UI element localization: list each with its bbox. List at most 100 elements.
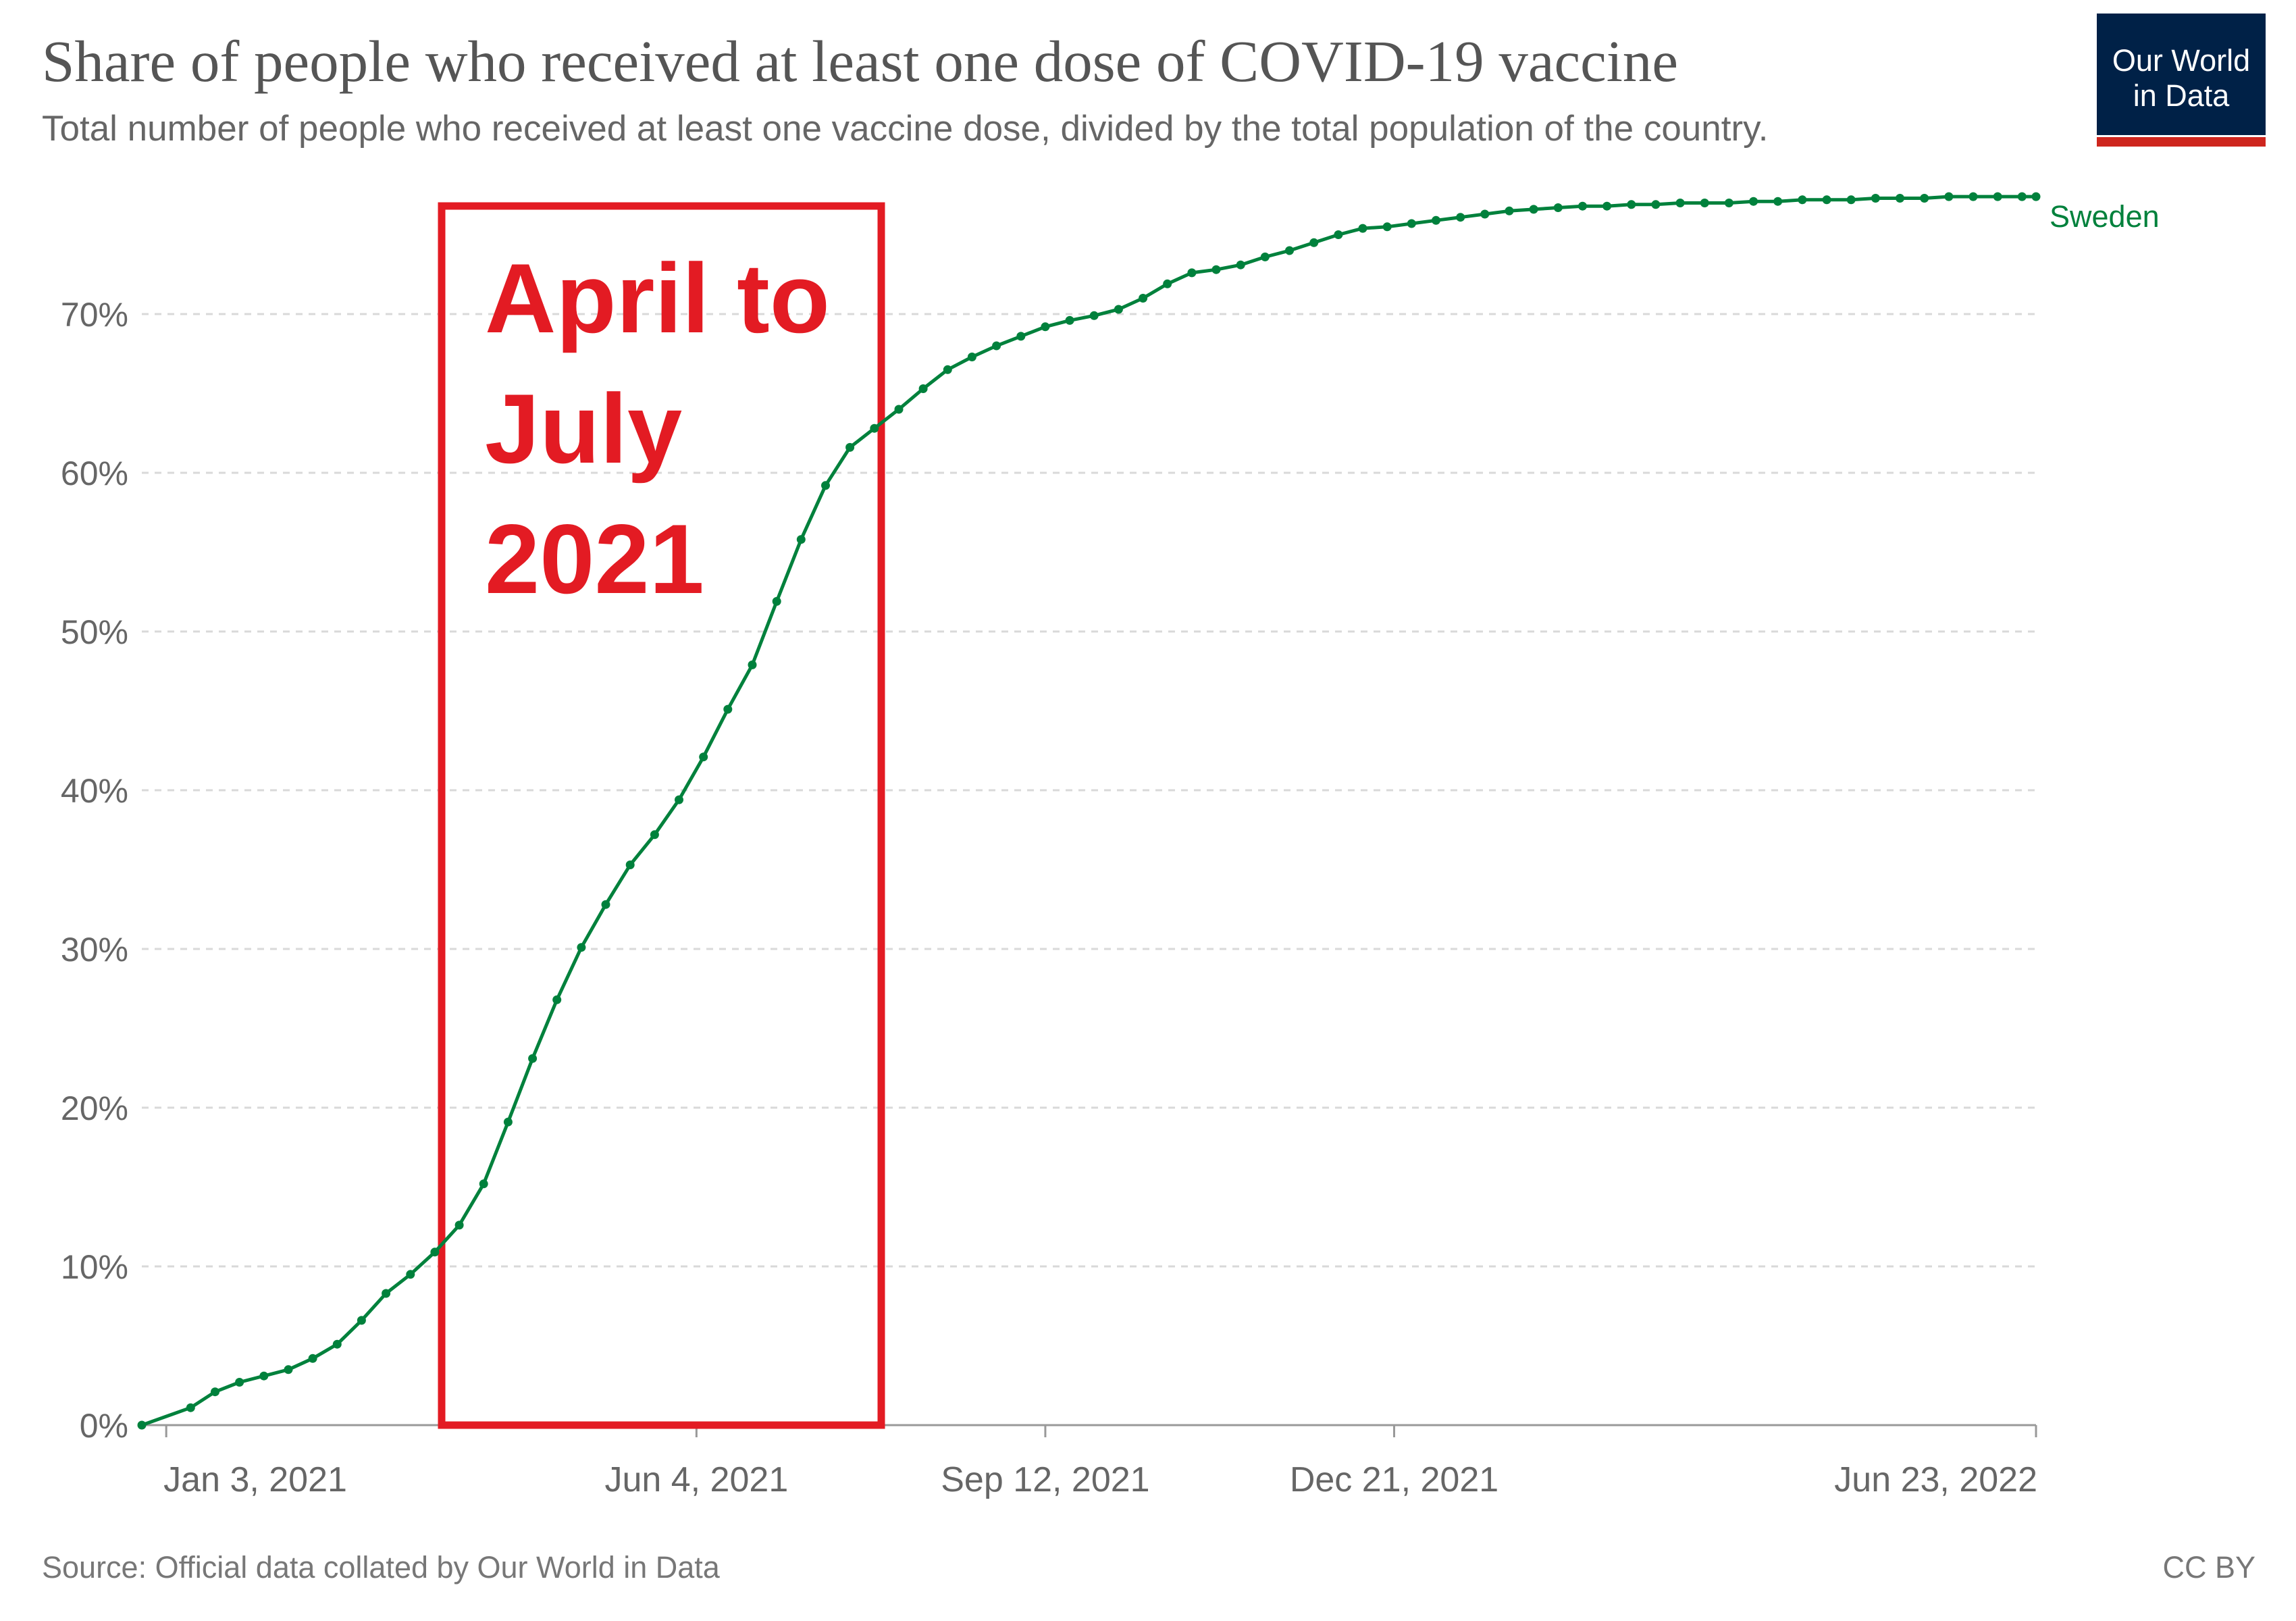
data-point[interactable] [1016, 332, 1026, 341]
data-point[interactable] [1334, 230, 1343, 239]
data-point[interactable] [1675, 199, 1685, 207]
annotation-box [438, 202, 885, 1429]
data-point[interactable] [430, 1247, 440, 1257]
y-tick-label: 70% [61, 296, 128, 334]
data-point[interactable] [1505, 206, 1514, 215]
data-point[interactable] [528, 1054, 538, 1063]
data-point[interactable] [601, 900, 610, 909]
data-point[interactable] [699, 752, 708, 762]
data-point[interactable] [503, 1117, 513, 1127]
data-point[interactable] [1260, 252, 1270, 261]
data-point[interactable] [1285, 246, 1294, 255]
data-point[interactable] [1822, 195, 1831, 205]
data-point[interactable] [259, 1371, 269, 1381]
data-point[interactable] [943, 365, 952, 374]
data-point[interactable] [894, 405, 904, 414]
data-point[interactable] [870, 423, 879, 433]
data-point[interactable] [1114, 305, 1123, 314]
data-point[interactable] [186, 1403, 195, 1412]
data-point[interactable] [332, 1339, 342, 1349]
data-point[interactable] [454, 1220, 464, 1230]
data-point[interactable] [967, 353, 976, 361]
data-point[interactable] [1236, 260, 1245, 269]
data-point[interactable] [406, 1270, 415, 1279]
data-point[interactable] [992, 341, 1001, 351]
data-point[interactable] [1846, 195, 1856, 205]
data-point[interactable] [845, 442, 855, 452]
y-tick-label: 30% [61, 931, 128, 969]
data-point[interactable] [1382, 222, 1392, 232]
data-point[interactable] [1139, 294, 1148, 303]
data-point[interactable] [1700, 199, 1709, 207]
data-point[interactable] [1993, 192, 2002, 201]
data-point[interactable] [1529, 205, 1538, 214]
series-line-sweden [141, 195, 2036, 1427]
data-point[interactable] [1896, 194, 1904, 203]
annotation-line-3: 2021 [485, 504, 704, 614]
license-link[interactable]: CC BY [2162, 1550, 2255, 1585]
data-point[interactable] [284, 1365, 293, 1374]
data-point[interactable] [211, 1387, 219, 1397]
data-point[interactable] [577, 943, 586, 952]
data-point[interactable] [479, 1179, 488, 1189]
annotation-line-1: April to [485, 243, 830, 353]
data-point[interactable] [1602, 201, 1612, 211]
data-point[interactable] [650, 830, 659, 840]
data-point[interactable] [1456, 213, 1465, 222]
data-point[interactable] [1041, 322, 1050, 332]
logo-accent-bar [2097, 137, 2266, 147]
data-point[interactable] [137, 1420, 147, 1430]
y-tick-label: 20% [61, 1089, 128, 1127]
y-tick-label: 10% [61, 1248, 128, 1286]
data-point[interactable] [1089, 311, 1099, 320]
data-point[interactable] [1968, 192, 1978, 201]
x-axis: Jan 3, 2021 Jun 4, 2021 Sep 12, 2021 Dec 21… [142, 1424, 2037, 1499]
data-point[interactable] [1187, 268, 1197, 278]
data-point[interactable] [308, 1354, 317, 1363]
data-point[interactable] [1480, 209, 1490, 219]
data-point[interactable] [357, 1316, 366, 1325]
data-point[interactable] [1798, 195, 1807, 205]
gridlines [142, 313, 2036, 1268]
data-point[interactable] [1749, 197, 1758, 206]
data-point[interactable] [382, 1289, 391, 1298]
data-point[interactable] [235, 1378, 244, 1387]
data-point[interactable] [2017, 192, 2027, 201]
data-point[interactable] [821, 481, 830, 490]
data-point[interactable] [1553, 203, 1563, 212]
data-point[interactable] [1627, 200, 1636, 209]
data-point[interactable] [1358, 224, 1367, 233]
data-point[interactable] [748, 660, 757, 669]
data-point[interactable] [552, 995, 562, 1004]
data-point[interactable] [796, 535, 806, 544]
data-point[interactable] [1724, 199, 1733, 207]
owid-logo[interactable]: Our World in Data [2097, 14, 2266, 147]
y-tick-label: 50% [61, 613, 128, 651]
data-point[interactable] [1920, 194, 1929, 203]
data-point[interactable] [1407, 219, 1416, 228]
data-point[interactable] [625, 860, 635, 869]
series-label[interactable]: Sweden [2050, 199, 2160, 234]
data-point[interactable] [1211, 265, 1221, 274]
data-point[interactable] [2031, 192, 2041, 201]
data-point[interactable] [675, 795, 683, 804]
data-point[interactable] [1065, 315, 1074, 325]
logo-text: Our World in Data [2112, 43, 2251, 113]
data-point[interactable] [723, 704, 733, 714]
y-axis-ticks: 0% 10% 20% 30% 40% 50% 60% 70% [61, 296, 128, 1445]
x-tick-label: Jun 23, 2022 [1834, 1460, 2037, 1499]
data-point[interactable] [1578, 201, 1587, 211]
data-point[interactable] [1163, 279, 1172, 288]
data-point[interactable] [1309, 238, 1319, 247]
data-point[interactable] [1432, 215, 1440, 225]
data-point[interactable] [1871, 194, 1880, 203]
data-point[interactable] [1651, 200, 1661, 209]
x-tick-label: Jan 3, 2021 [163, 1460, 347, 1499]
data-point[interactable] [1773, 197, 1783, 206]
data-point[interactable] [918, 384, 928, 393]
series-group: Sweden [137, 192, 2160, 1430]
data-point[interactable] [772, 596, 781, 606]
chart-subtitle: Total number of people who received at l… [42, 109, 1769, 149]
data-point[interactable] [1944, 192, 1954, 201]
